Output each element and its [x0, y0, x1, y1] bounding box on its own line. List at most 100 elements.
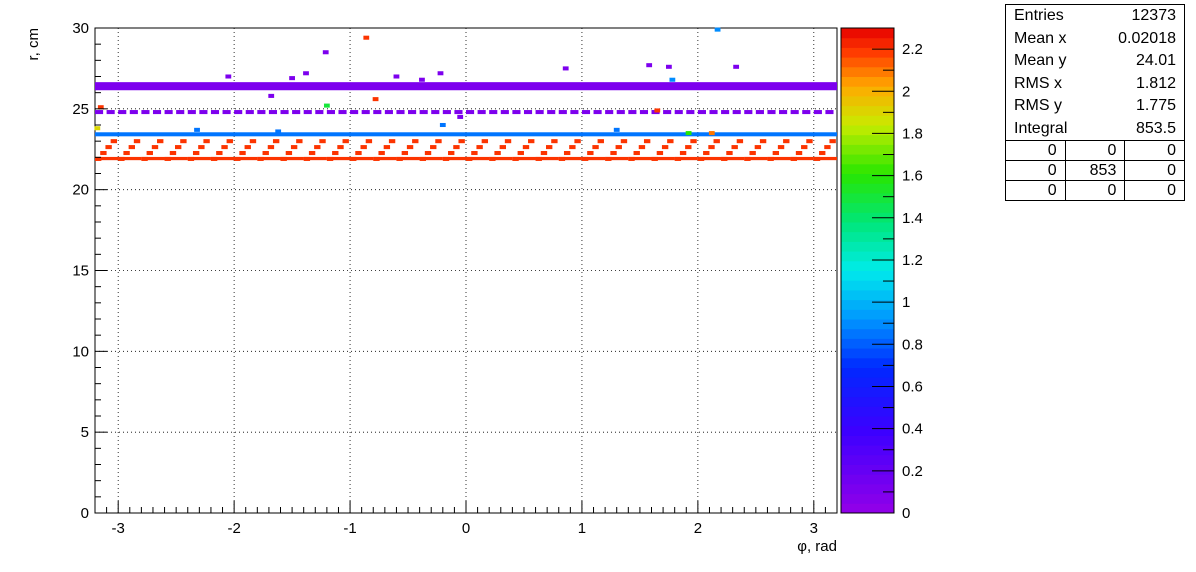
sawtooth-cell	[308, 151, 316, 156]
x-tick-label: 3	[810, 520, 818, 537]
sawtooth-base	[512, 156, 536, 161]
sawtooth-base	[303, 156, 327, 161]
stats-grid-cell: 0	[1124, 181, 1184, 200]
colorbar-segment	[841, 309, 894, 320]
band-cell	[477, 110, 486, 115]
colorbar-segment	[841, 183, 894, 194]
colorbar-segment	[841, 464, 894, 475]
scatter-cell	[733, 64, 740, 69]
sawtooth-cell	[244, 145, 251, 150]
sawtooth-cell	[638, 145, 646, 150]
colorbar-segment	[841, 416, 894, 427]
sawtooth-cell	[819, 151, 826, 156]
stats-value: 12373	[1131, 7, 1177, 24]
colorbar-segment	[841, 154, 894, 165]
scatter-cell	[665, 64, 672, 69]
colorbar-segment	[841, 280, 894, 291]
scatter-cell	[562, 66, 569, 71]
band-cell	[187, 110, 196, 115]
stats-label: Mean x	[1014, 29, 1067, 47]
scatter-cell	[94, 126, 101, 131]
sawtooth-cell	[643, 139, 651, 144]
sawtooth-cell	[401, 151, 409, 156]
scatter-cell	[268, 93, 275, 98]
band-cell	[338, 110, 347, 115]
scatter-cell	[457, 114, 464, 119]
sawtooth-cell	[471, 151, 478, 156]
sawtooth-cell	[499, 145, 506, 150]
sawtooth-cell	[587, 151, 594, 156]
colorbar-segment	[841, 299, 894, 310]
stats-grid-cell: 0	[1047, 142, 1057, 159]
colorbar-segment	[841, 328, 894, 339]
scatter-cell	[654, 108, 661, 113]
sawtooth-cell	[731, 145, 738, 150]
sawtooth-cell	[545, 145, 553, 150]
band-cell	[152, 110, 162, 115]
scatter-cell	[372, 97, 379, 102]
band-cell	[790, 110, 799, 115]
scatter-cell	[669, 77, 676, 82]
colorbar-segment	[841, 37, 894, 48]
colorbar-segment	[841, 435, 894, 446]
sawtooth-cell	[610, 151, 617, 156]
sawtooth-cell	[679, 151, 687, 156]
y-tick-label: 15	[72, 263, 89, 280]
sawtooth-cell	[285, 151, 293, 156]
scatter-cell	[97, 105, 104, 110]
colorbar-tick-label: 0.2	[902, 463, 923, 480]
colorbar-tick-label: 2	[902, 83, 910, 100]
stats-label: Integral	[1014, 119, 1068, 137]
sawtooth-cell	[319, 139, 326, 144]
scatter-cell	[275, 129, 282, 134]
stats-grid-row: 0 0 0	[1006, 180, 1184, 200]
band-cell	[361, 110, 370, 115]
stats-label: Mean y	[1014, 52, 1067, 69]
stats-row-mean-y: Mean y 24.01	[1006, 50, 1184, 73]
scatter-cell	[289, 76, 295, 81]
sawtooth-base	[419, 156, 443, 161]
colorbar-segment	[841, 348, 894, 359]
colorbar-tick-label: 1.6	[902, 168, 923, 185]
colorbar-segment	[841, 144, 894, 155]
colorbar-segment	[841, 28, 894, 39]
sawtooth-base	[767, 156, 791, 161]
sawtooth-cell	[633, 151, 640, 156]
colorbar-segment	[841, 57, 894, 68]
sawtooth-cell	[783, 139, 790, 144]
sawtooth-cell	[522, 145, 530, 150]
x-axis-label: φ, rad	[797, 538, 837, 555]
band-cell	[199, 110, 208, 115]
band-cell	[697, 110, 706, 115]
band-cell	[95, 110, 104, 115]
stats-label: RMS x	[1014, 74, 1062, 92]
sawtooth-base	[674, 156, 698, 161]
sawtooth-cell	[661, 145, 669, 150]
band-cell	[663, 110, 672, 115]
band-cell	[268, 110, 278, 115]
stats-row-rms-y: RMS y 1.775	[1006, 95, 1184, 118]
y-axis-label: r, cm	[25, 28, 42, 61]
scatter-cell	[646, 63, 653, 68]
sawtooth-cell	[128, 145, 135, 150]
sawtooth-cell	[314, 145, 321, 150]
colorbar-segment	[841, 125, 894, 136]
band-cell	[442, 110, 451, 115]
scatter-cell	[437, 71, 444, 76]
colorbar-segment	[841, 445, 894, 456]
colorbar-segment	[841, 396, 894, 407]
sawtooth-cell	[355, 151, 362, 156]
sawtooth-cell	[221, 145, 228, 150]
band-cell	[326, 110, 335, 115]
x-tick-label: 1	[578, 520, 586, 537]
sawtooth-cell	[203, 139, 210, 144]
sawtooth-cell	[272, 139, 280, 144]
band-cell	[384, 110, 393, 115]
band-cell	[141, 110, 150, 115]
stats-value: 853.5	[1135, 119, 1176, 137]
stats-label: RMS y	[1014, 97, 1062, 114]
sawtooth-cell	[296, 139, 303, 144]
sawtooth-cell	[453, 145, 460, 150]
sawtooth-cell	[406, 145, 414, 150]
sawtooth-cell	[620, 139, 628, 144]
